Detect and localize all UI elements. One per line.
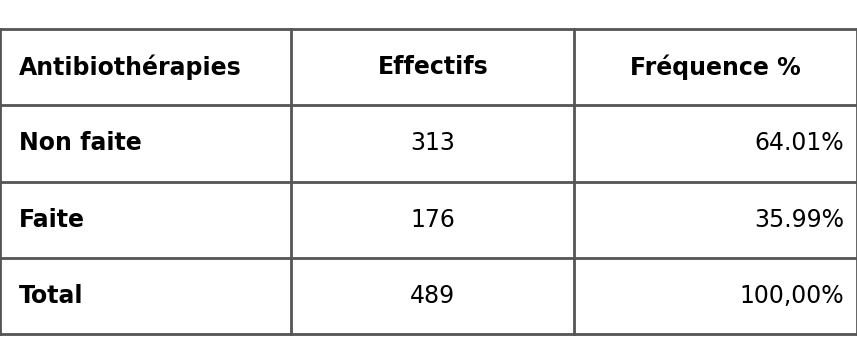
Text: 313: 313: [411, 131, 455, 155]
Text: Faite: Faite: [19, 208, 85, 232]
Text: Antibiothérapies: Antibiothérapies: [19, 54, 242, 80]
Text: 176: 176: [411, 208, 455, 232]
Text: Fréquence %: Fréquence %: [630, 54, 801, 80]
Text: Total: Total: [19, 284, 83, 308]
Text: 489: 489: [411, 284, 455, 308]
Text: 100,00%: 100,00%: [740, 284, 844, 308]
Text: Effectifs: Effectifs: [377, 55, 488, 79]
Text: Non faite: Non faite: [19, 131, 141, 155]
Text: 35.99%: 35.99%: [754, 208, 844, 232]
Text: 64.01%: 64.01%: [754, 131, 844, 155]
